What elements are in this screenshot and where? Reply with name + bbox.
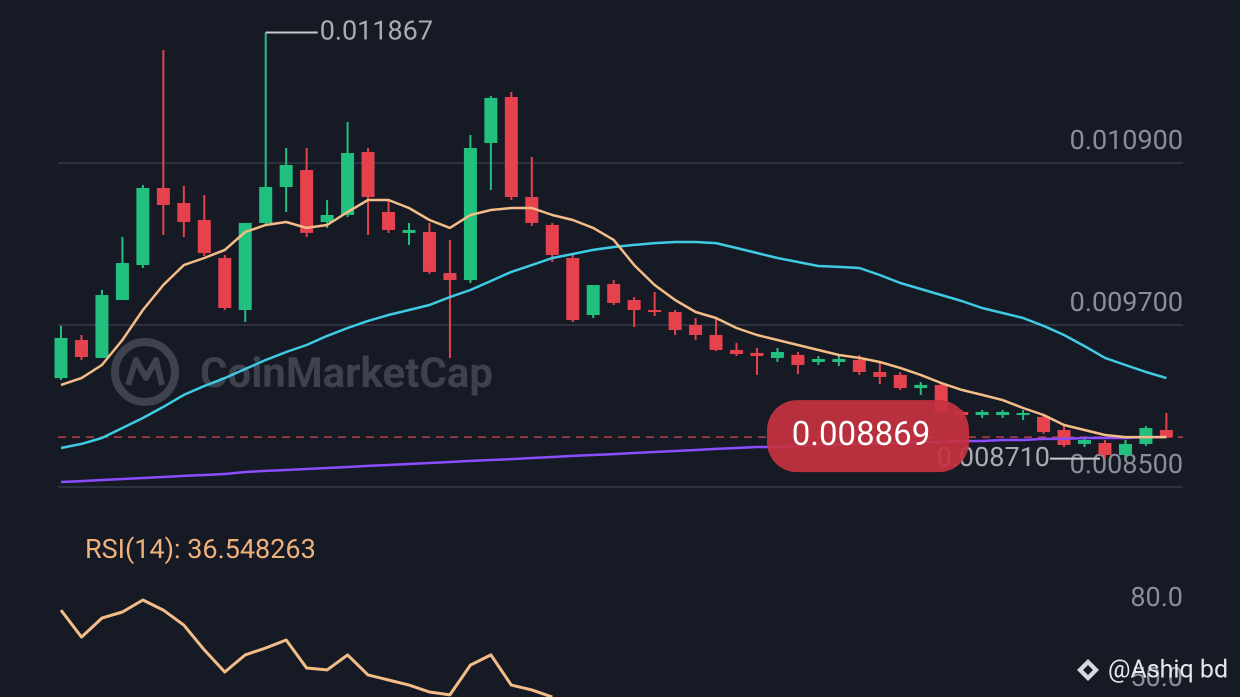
candle-body — [443, 273, 457, 281]
candle-body — [156, 187, 170, 205]
rsi-line — [59, 598, 553, 697]
candle-body — [279, 165, 293, 188]
last-price-badge — [767, 400, 969, 473]
candle-body — [811, 359, 825, 362]
candle-body — [914, 384, 928, 389]
candle-body — [525, 197, 539, 223]
candle-body — [341, 153, 355, 215]
candle-body — [873, 371, 887, 377]
candle-body — [852, 359, 866, 372]
y-tick-label: 0.010900 — [1070, 124, 1183, 156]
high-label: 0.011867 — [320, 15, 433, 47]
candle-body — [893, 374, 907, 389]
candle-body — [54, 337, 68, 379]
ma-line — [60, 240, 1167, 450]
candle-body — [709, 334, 723, 350]
candle-body — [320, 214, 334, 222]
candle-body — [668, 312, 682, 330]
candle-body — [300, 170, 314, 233]
candle-body — [361, 151, 375, 198]
candle-body — [586, 285, 600, 316]
candle-body — [1098, 442, 1112, 456]
candle-body — [1016, 413, 1030, 416]
candle-body — [95, 295, 109, 358]
y-tick-label: 50.0 — [1130, 661, 1183, 693]
candle-body — [382, 212, 396, 230]
ma-line — [60, 198, 1167, 439]
watermark-logo — [111, 338, 179, 406]
candle-body — [648, 310, 662, 313]
candle-body — [730, 349, 744, 355]
candle-body — [1159, 430, 1173, 438]
candle-body — [218, 258, 232, 308]
candle-body — [975, 411, 989, 416]
watermark: CoinMarketCap — [200, 349, 493, 398]
candle-body — [1037, 416, 1051, 433]
candle-body — [238, 222, 252, 311]
candle-body — [770, 352, 784, 358]
credit: @Ashiq bd — [1108, 656, 1228, 685]
y-tick-label: 80.0 — [1130, 581, 1183, 613]
candle-body — [689, 325, 703, 335]
candle-body — [545, 224, 559, 255]
credit-icon — [1077, 659, 1099, 681]
candle-body — [422, 231, 436, 272]
candle-body — [197, 219, 211, 254]
candle-body — [607, 283, 621, 303]
candle-body — [791, 354, 805, 365]
candle-body — [1118, 443, 1132, 456]
candle-body — [259, 187, 273, 223]
candle-body — [627, 300, 641, 311]
candle-body — [484, 97, 498, 144]
candle-body — [1057, 430, 1071, 446]
candle-body — [996, 411, 1010, 416]
candle-body — [504, 96, 518, 198]
credit-icon-shape — [1077, 659, 1099, 681]
y-tick-label: 0.009700 — [1070, 286, 1183, 318]
candle-body — [832, 359, 846, 362]
candle-body — [750, 352, 764, 357]
candle-body — [115, 263, 129, 301]
ma-line — [60, 435, 1167, 484]
candle-body — [1078, 440, 1091, 444]
candle-body — [402, 229, 416, 233]
candle-body — [566, 258, 580, 321]
last-price-label: 0.008869 — [792, 415, 931, 454]
candle-body — [177, 202, 191, 222]
rsi-title: RSI(14): 36.548263 — [85, 533, 316, 565]
candle-body — [74, 339, 88, 357]
candle-body — [136, 187, 150, 266]
